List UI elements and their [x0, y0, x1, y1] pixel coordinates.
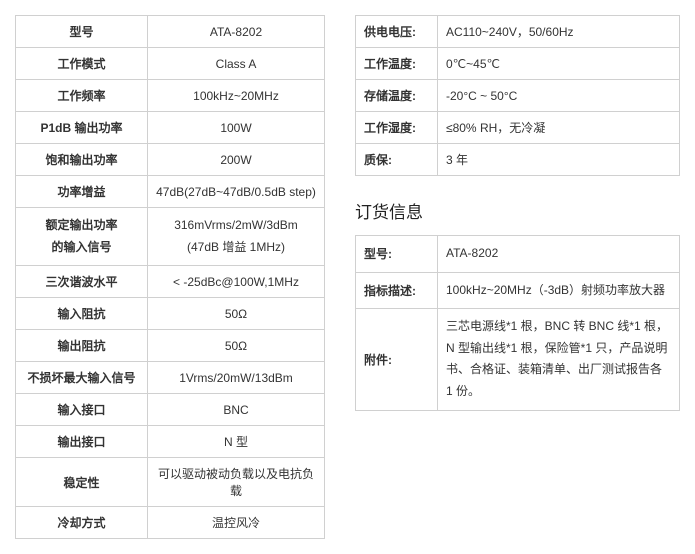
env-label: 工作温度: [356, 48, 438, 80]
spec-value: 100kHz~20MHz [148, 80, 325, 112]
table-row: 额定输出功率的输入信号316mVrms/2mW/3dBm(47dB 增益 1MH… [16, 208, 325, 266]
spec-label: 三次谐波水平 [16, 266, 148, 298]
table-row: 指标描述:100kHz~20MHz（-3dB）射频功率放大器 [356, 272, 680, 309]
spec-table: 型号ATA-8202 工作模式Class A 工作频率100kHz~20MHz … [15, 15, 325, 539]
env-value: ≤80% RH，无冷凝 [438, 112, 680, 144]
table-row: 质保:3 年 [356, 144, 680, 176]
spec-label: 输出接口 [16, 426, 148, 458]
table-row: 工作模式Class A [16, 48, 325, 80]
table-row: 三次谐波水平< -25dBc@100W,1MHz [16, 266, 325, 298]
environment-table: 供电电压:AC110~240V，50/60Hz 工作温度:0℃~45℃ 存储温度… [355, 15, 680, 176]
spec-value: BNC [148, 394, 325, 426]
spec-label: 输出阻抗 [16, 330, 148, 362]
spec-value: N 型 [148, 426, 325, 458]
spec-value: < -25dBc@100W,1MHz [148, 266, 325, 298]
spec-value: 温控风冷 [148, 507, 325, 539]
spec-label: 饱和输出功率 [16, 144, 148, 176]
order-label: 附件: [356, 309, 438, 410]
spec-label: 工作模式 [16, 48, 148, 80]
table-row: 工作湿度:≤80% RH，无冷凝 [356, 112, 680, 144]
spec-value: 200W [148, 144, 325, 176]
spec-label: 不损坏最大输入信号 [16, 362, 148, 394]
table-row: P1dB 输出功率100W [16, 112, 325, 144]
table-row: 冷却方式温控风冷 [16, 507, 325, 539]
order-label: 指标描述: [356, 272, 438, 309]
spec-label: 冷却方式 [16, 507, 148, 539]
table-row: 工作频率100kHz~20MHz [16, 80, 325, 112]
table-row: 不损坏最大输入信号1Vrms/20mW/13dBm [16, 362, 325, 394]
spec-value: Class A [148, 48, 325, 80]
table-row: 存储温度:-20°C ~ 50°C [356, 80, 680, 112]
spec-label: P1dB 输出功率 [16, 112, 148, 144]
env-label: 工作湿度: [356, 112, 438, 144]
table-row: 输入接口BNC [16, 394, 325, 426]
table-row: 型号:ATA-8202 [356, 236, 680, 273]
env-label: 质保: [356, 144, 438, 176]
table-row: 供电电压:AC110~240V，50/60Hz [356, 16, 680, 48]
order-value: ATA-8202 [438, 236, 680, 273]
order-table: 型号:ATA-8202 指标描述:100kHz~20MHz（-3dB）射频功率放… [355, 235, 680, 411]
table-row: 工作温度:0℃~45℃ [356, 48, 680, 80]
order-label: 型号: [356, 236, 438, 273]
order-section-title: 订货信息 [355, 198, 680, 223]
spec-value: 1Vrms/20mW/13dBm [148, 362, 325, 394]
spec-value: 50Ω [148, 298, 325, 330]
order-value: 三芯电源线*1 根，BNC 转 BNC 线*1 根，N 型输出线*1 根，保险管… [438, 309, 680, 410]
spec-label: 功率增益 [16, 176, 148, 208]
table-row: 输出接口N 型 [16, 426, 325, 458]
spec-value: 50Ω [148, 330, 325, 362]
spec-label: 稳定性 [16, 458, 148, 507]
spec-label: 输入阻抗 [16, 298, 148, 330]
spec-value: 316mVrms/2mW/3dBm(47dB 增益 1MHz) [148, 208, 325, 266]
spec-value: ATA-8202 [148, 16, 325, 48]
spec-value: 47dB(27dB~47dB/0.5dB step) [148, 176, 325, 208]
spec-label: 输入接口 [16, 394, 148, 426]
table-row: 输出阻抗50Ω [16, 330, 325, 362]
env-label: 存储温度: [356, 80, 438, 112]
table-row: 饱和输出功率200W [16, 144, 325, 176]
table-row: 功率增益47dB(27dB~47dB/0.5dB step) [16, 176, 325, 208]
env-value: -20°C ~ 50°C [438, 80, 680, 112]
table-row: 稳定性可以驱动被动负载以及电抗负载 [16, 458, 325, 507]
env-value: AC110~240V，50/60Hz [438, 16, 680, 48]
table-row: 输入阻抗50Ω [16, 298, 325, 330]
spec-label: 工作频率 [16, 80, 148, 112]
table-row: 型号ATA-8202 [16, 16, 325, 48]
env-value: 0℃~45℃ [438, 48, 680, 80]
spec-label: 型号 [16, 16, 148, 48]
spec-value: 可以驱动被动负载以及电抗负载 [148, 458, 325, 507]
table-row: 附件:三芯电源线*1 根，BNC 转 BNC 线*1 根，N 型输出线*1 根，… [356, 309, 680, 410]
order-value: 100kHz~20MHz（-3dB）射频功率放大器 [438, 272, 680, 309]
spec-value: 100W [148, 112, 325, 144]
spec-label: 额定输出功率的输入信号 [16, 208, 148, 266]
env-label: 供电电压: [356, 16, 438, 48]
env-value: 3 年 [438, 144, 680, 176]
